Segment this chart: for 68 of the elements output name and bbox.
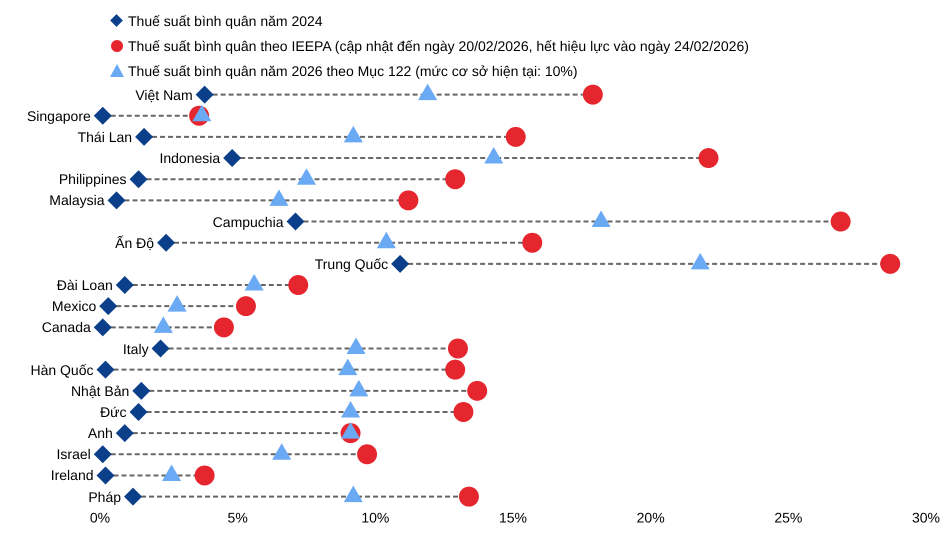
- point: [522, 232, 542, 253]
- point: [236, 296, 256, 316]
- point: [130, 170, 148, 188]
- y-tick-label: Trung Quốc: [314, 254, 388, 273]
- y-tick-label: Canada: [42, 318, 91, 336]
- point: [94, 106, 112, 125]
- x-tick-label: 25%: [774, 509, 802, 526]
- y-tick-label: Campuchia: [212, 212, 284, 231]
- legend-label: Thuế suất bình quân theo IEEPA (cập nhật đến ngày 20/02/2026, hết hiệu lực vào ngày 24/02/2026): [128, 38, 749, 54]
- point: [880, 254, 900, 274]
- point: [152, 340, 170, 358]
- y-tick-label: Anh: [88, 424, 113, 442]
- x-tick-label: 10%: [361, 509, 390, 526]
- point: [458, 486, 479, 507]
- x-tick-label: 20%: [636, 509, 665, 526]
- x-tick-label: 30%: [912, 509, 940, 526]
- point: [445, 360, 466, 380]
- point: [506, 126, 526, 147]
- x-tick-label: 5%: [228, 509, 248, 526]
- point: [214, 317, 234, 338]
- point: [96, 360, 115, 379]
- y-tick-label: Ấn Độ: [115, 234, 154, 252]
- point: [116, 424, 134, 442]
- point: [99, 297, 118, 316]
- point: [288, 275, 308, 296]
- y-tick-label: Philippines: [58, 170, 127, 188]
- y-tick-label: Ireland: [50, 466, 94, 484]
- x-tick-label: 0%: [90, 509, 110, 526]
- y-tick-label: Thái Lan: [78, 128, 132, 146]
- point: [94, 318, 112, 336]
- point: [124, 488, 142, 506]
- y-tick-label: Israel: [56, 445, 91, 464]
- y-tick-label: Đức: [100, 402, 127, 421]
- y-tick-label: Hàn Quốc: [30, 360, 94, 379]
- x-tick-label: 15%: [498, 509, 528, 526]
- y-tick-label: Pháp: [88, 488, 122, 506]
- point: [223, 149, 242, 168]
- y-tick-label: Việt Nam: [135, 86, 193, 104]
- point: [157, 234, 176, 252]
- y-tick-label: Indonesia: [159, 149, 220, 168]
- point: [398, 190, 418, 210]
- point: [116, 276, 134, 294]
- y-tick-label: Mexico: [52, 297, 96, 316]
- y-tick-label: Nhật Bản: [70, 382, 130, 400]
- point: [830, 212, 851, 232]
- point: [582, 84, 603, 105]
- legend-label: Thuế suất bình quân năm 2024: [128, 12, 323, 28]
- legend-label: Thuế suất bình quân năm 2026 theo Mục 122 (mức cơ sở hiện tại: 10%): [128, 62, 578, 78]
- point: [94, 445, 112, 464]
- point: [286, 212, 304, 231]
- point: [467, 380, 488, 401]
- point: [132, 382, 150, 400]
- point: [196, 86, 214, 104]
- point: [445, 169, 466, 190]
- y-tick-label: Đài Loan: [56, 276, 113, 294]
- point: [96, 466, 115, 484]
- y-tick-label: Italy: [122, 340, 149, 358]
- y-tick-label: Malaysia: [49, 191, 105, 210]
- point: [108, 191, 126, 210]
- point: [130, 402, 148, 421]
- point: [194, 465, 215, 486]
- point: [357, 444, 378, 464]
- y-tick-label: Singapore: [26, 106, 91, 125]
- point: [448, 338, 468, 358]
- point: [391, 254, 410, 273]
- point: [453, 402, 474, 422]
- point: [698, 148, 718, 168]
- point: [135, 128, 154, 146]
